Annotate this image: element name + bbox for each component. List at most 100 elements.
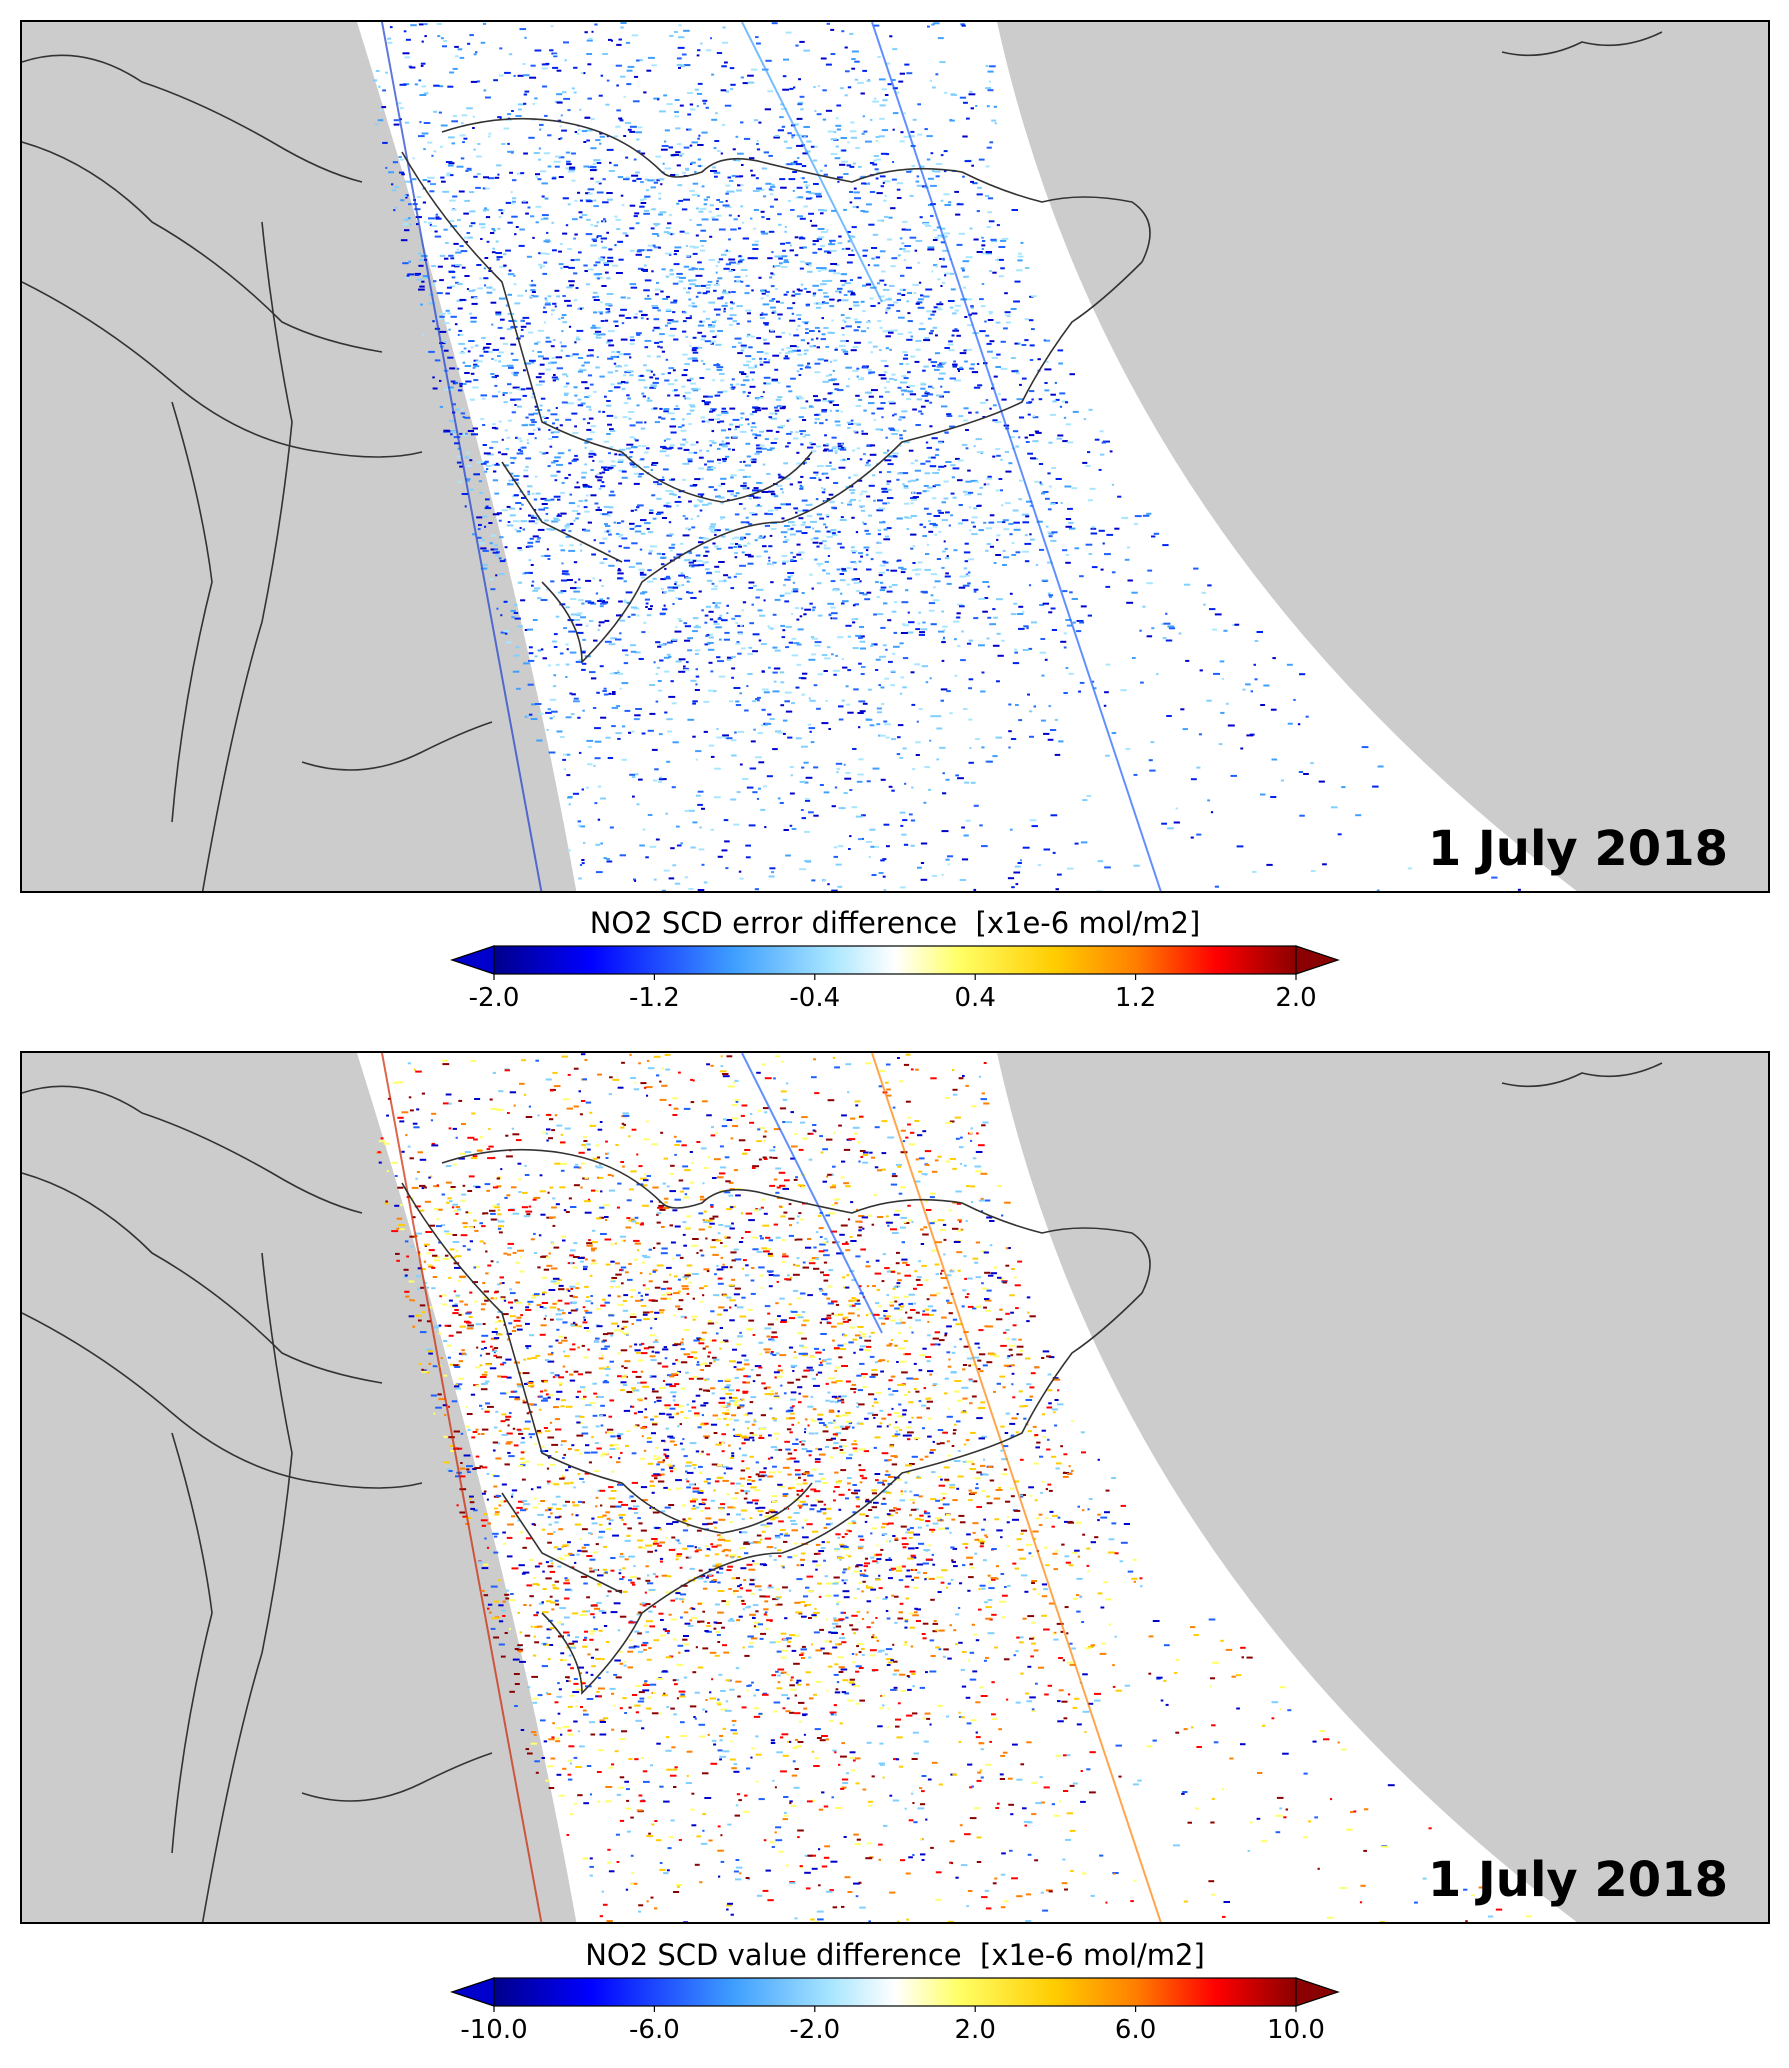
data-point <box>568 849 571 852</box>
data-point <box>737 214 740 217</box>
data-point <box>499 117 502 120</box>
data-point <box>522 63 526 65</box>
data-point <box>656 355 661 358</box>
data-point <box>711 73 715 76</box>
data-point <box>555 418 559 421</box>
data-point <box>1029 359 1034 361</box>
data-point <box>957 459 964 462</box>
data-point <box>556 730 563 733</box>
data-point <box>608 390 613 392</box>
data-point <box>683 665 686 668</box>
data-points-layer <box>372 22 1521 891</box>
data-point <box>884 677 889 680</box>
data-point <box>587 521 592 524</box>
data-point <box>871 412 875 415</box>
data-point <box>978 529 984 532</box>
data-point <box>938 630 945 633</box>
data-point <box>902 657 909 660</box>
data-point <box>1011 886 1015 889</box>
data-point <box>419 285 425 288</box>
data-point <box>614 386 621 389</box>
data-point <box>765 723 772 725</box>
data-point <box>573 519 576 522</box>
data-point <box>542 657 547 660</box>
data-point <box>650 469 654 471</box>
data-point <box>771 298 776 301</box>
data-point <box>995 366 1001 368</box>
data-point <box>871 389 878 392</box>
data-point <box>1043 848 1051 851</box>
data-point <box>530 64 536 67</box>
data-point <box>867 688 872 691</box>
data-point <box>556 463 564 466</box>
data-point <box>590 425 597 428</box>
data-point <box>835 347 838 350</box>
data-point <box>785 31 792 34</box>
data-point <box>816 513 823 516</box>
data-point <box>997 258 1004 261</box>
data-point <box>1047 738 1054 741</box>
data-point <box>850 136 857 139</box>
data-point <box>496 256 503 259</box>
data-point <box>847 427 851 429</box>
data-point <box>565 151 571 154</box>
data-point <box>1190 778 1197 781</box>
data-point <box>431 225 438 228</box>
data-point <box>437 265 443 268</box>
data-point <box>423 148 426 151</box>
data-point <box>516 172 523 175</box>
data-point <box>774 255 781 258</box>
data-point <box>662 608 668 611</box>
data-point <box>707 642 711 645</box>
data-point <box>739 430 747 433</box>
data-point <box>734 428 738 431</box>
data-point <box>878 78 886 81</box>
data-point <box>795 686 800 689</box>
data-point <box>926 543 929 546</box>
data-point <box>662 468 669 471</box>
data-point <box>746 312 751 315</box>
data-point <box>973 588 979 591</box>
data-point <box>849 165 855 168</box>
data-point <box>837 442 844 445</box>
data-point <box>1126 601 1134 604</box>
data-point <box>487 177 495 180</box>
data-point <box>1036 520 1043 523</box>
data-point <box>971 312 978 315</box>
data-point <box>892 79 896 81</box>
data-point <box>640 458 645 461</box>
data-point <box>769 205 774 208</box>
data-point <box>1029 735 1034 738</box>
data-point <box>677 426 683 428</box>
data-point <box>927 317 932 320</box>
data-point <box>680 842 683 845</box>
data-point <box>718 496 725 499</box>
data-point <box>1111 483 1114 486</box>
data-point <box>995 554 1002 556</box>
data-point <box>944 232 950 235</box>
data-point <box>855 147 861 149</box>
data-point <box>689 344 692 347</box>
data-point <box>575 623 583 626</box>
data-point <box>938 465 945 468</box>
data-point <box>793 334 800 337</box>
data-point <box>830 617 833 620</box>
data-point <box>513 74 516 77</box>
data-point <box>958 522 963 525</box>
data-point <box>644 264 647 267</box>
data-point <box>1014 369 1019 372</box>
data-point <box>760 724 768 727</box>
data-point <box>987 483 990 486</box>
data-point <box>778 223 782 226</box>
data-point <box>784 592 791 595</box>
data-point <box>963 275 967 278</box>
data-point <box>817 228 825 230</box>
data-point <box>1057 434 1064 437</box>
data-point <box>992 271 997 274</box>
data-point <box>719 201 724 203</box>
data-point <box>515 226 519 228</box>
data-point <box>603 693 609 696</box>
data-point <box>603 558 608 560</box>
data-point <box>893 429 900 432</box>
data-point <box>962 175 965 178</box>
